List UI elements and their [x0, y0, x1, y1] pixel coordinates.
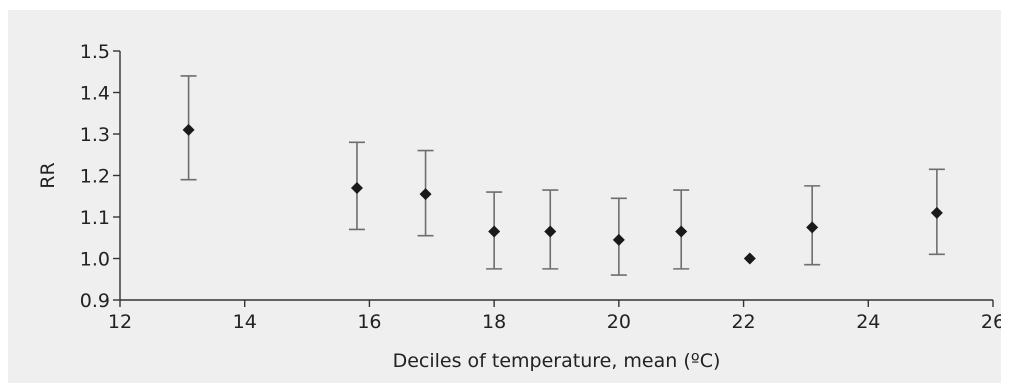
y-tick-label: 0.9: [80, 290, 110, 312]
x-tick-label: 14: [233, 311, 257, 333]
y-axis-title: RR: [37, 162, 59, 188]
x-tick-label: 26: [981, 311, 1001, 333]
data-marks: [180, 75, 945, 276]
data-point: [930, 206, 943, 219]
x-tick-label: 22: [731, 311, 755, 333]
data-point: [544, 225, 557, 238]
data-point: [182, 123, 195, 136]
y-tick-label: 1.3: [80, 124, 110, 146]
x-axis-ticks: 12 14 16 18 20 22 24 26: [108, 300, 1001, 333]
x-axis-title: Deciles of temperature, mean (ºC): [393, 350, 721, 372]
y-axis-ticks: 0.9 1.0 1.1 1.2 1.3 1.4 1.5: [80, 41, 120, 312]
data-point: [419, 188, 432, 201]
x-tick-label: 18: [482, 311, 506, 333]
x-tick-label: 24: [856, 311, 880, 333]
x-tick-label: 20: [607, 311, 631, 333]
y-tick-label: 1.0: [80, 249, 110, 271]
y-tick-label: 1.5: [80, 41, 110, 63]
y-tick-label: 1.4: [80, 83, 110, 105]
data-point: [675, 225, 688, 238]
data-point: [350, 181, 363, 194]
data-point: [743, 252, 756, 265]
data-point: [612, 233, 625, 246]
x-tick-label: 16: [357, 311, 381, 333]
y-tick-label: 1.1: [80, 207, 110, 229]
data-point: [488, 225, 501, 238]
x-tick-label: 12: [108, 311, 132, 333]
scatter-chart: 0.9 1.0 1.1 1.2 1.3 1.4 1.5 12 14 16 18 20 22 24 26 D…: [37, 41, 1001, 372]
data-point: [806, 221, 819, 234]
chart-panel: 0.9 1.0 1.1 1.2 1.3 1.4 1.5 12 14 16 18 20 22 24 26 D…: [8, 10, 1001, 383]
y-tick-label: 1.2: [80, 166, 110, 188]
